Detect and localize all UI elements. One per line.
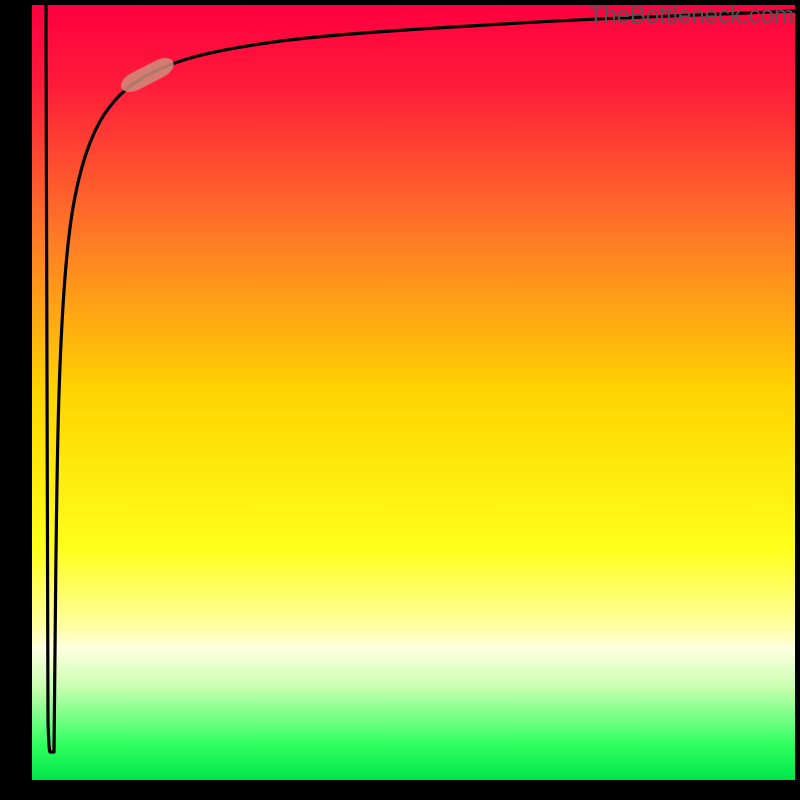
watermark-text: TheBottleneck.com bbox=[589, 2, 794, 30]
plot-gradient-area bbox=[32, 5, 795, 780]
chart-container: TheBottleneck.com bbox=[0, 0, 800, 800]
